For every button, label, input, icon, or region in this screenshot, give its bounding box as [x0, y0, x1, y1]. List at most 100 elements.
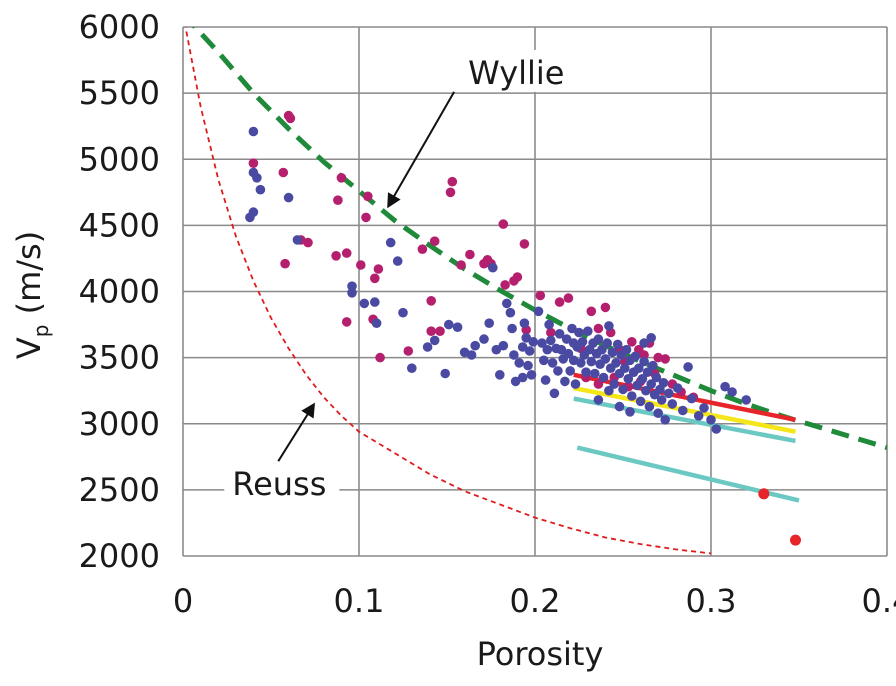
wyllie-vertex	[253, 93, 254, 94]
magenta-point	[285, 113, 296, 124]
blue-point	[612, 339, 623, 350]
wyllie-vertex	[816, 426, 817, 427]
blue-point	[347, 281, 357, 292]
magenta-point	[500, 280, 510, 290]
annotation-arrow-head	[387, 192, 401, 209]
blue-point	[570, 379, 581, 389]
y-tick-label: 2000	[79, 537, 160, 575]
grid	[182, 26, 888, 557]
y-axis-ticks: 2000 2500 3000 3500 4000 4500 5000 5500 6000	[79, 8, 160, 575]
blue-point	[664, 388, 674, 399]
wyllie-vertex	[182, 13, 183, 14]
red-point	[790, 534, 801, 546]
reuss-vertex	[182, 13, 183, 14]
blue-point	[560, 376, 570, 387]
annotation-label-bg	[460, 49, 595, 92]
reuss-vertex	[675, 549, 676, 550]
blue-point	[528, 337, 538, 347]
y-tick-label: 4500	[79, 206, 160, 244]
reuss-curve	[184, 27, 712, 555]
blue-point	[706, 415, 716, 425]
blue-point	[556, 344, 567, 355]
blue-point	[546, 335, 556, 346]
magenta-point	[563, 293, 574, 303]
blue-point	[370, 297, 380, 307]
reuss-vertex	[235, 235, 236, 236]
magenta-point	[445, 187, 456, 198]
blue-point	[248, 126, 259, 137]
blue-point	[514, 358, 524, 368]
blue-point	[623, 374, 634, 384]
blue-point	[609, 379, 619, 389]
blue-point	[693, 411, 704, 421]
blue-point	[466, 350, 477, 360]
blue-point	[567, 323, 577, 334]
wyllie-vertex	[218, 52, 219, 53]
blue-point	[576, 358, 586, 368]
magenta-point	[627, 337, 637, 347]
annotation-label-bg	[224, 461, 340, 504]
reuss-vertex	[605, 537, 606, 538]
x-tick-label: 0.1	[334, 582, 385, 620]
blue-point	[634, 363, 644, 374]
magenta-point	[341, 317, 352, 327]
reuss-vertex	[640, 543, 641, 544]
magenta-point	[509, 276, 519, 286]
cyan-line-segment	[573, 396, 796, 444]
annotation-label: Wyllie	[468, 54, 564, 92]
wyllie-vertex	[499, 290, 500, 291]
y-tick-label: 4000	[79, 273, 160, 311]
magenta-point	[426, 326, 437, 337]
blue-point	[479, 334, 489, 344]
magenta-point	[554, 297, 565, 307]
blue-point	[385, 237, 396, 248]
blue-point	[549, 388, 560, 399]
blue-point	[517, 342, 528, 352]
magenta-point	[498, 219, 509, 229]
blue-point	[653, 408, 663, 419]
magenta-point	[331, 251, 341, 261]
y-tick-label: 5000	[79, 140, 160, 178]
blue-point	[598, 372, 609, 383]
blue-point	[627, 391, 637, 401]
blue-point	[540, 375, 551, 385]
blue-point	[444, 319, 454, 330]
reuss-vertex	[218, 178, 219, 179]
blue-point	[641, 385, 651, 396]
blue-point	[498, 340, 509, 351]
magenta-point	[456, 260, 466, 270]
blue-point	[583, 326, 593, 337]
reuss-vertex	[464, 491, 465, 492]
blue-point	[630, 351, 641, 362]
blue-point	[658, 378, 669, 388]
y-tick-label: 3000	[79, 405, 160, 443]
reuss-vertex	[710, 553, 711, 554]
blue-point	[255, 184, 266, 195]
blue-point	[672, 383, 683, 393]
reuss-vertex	[270, 317, 271, 318]
blue-point	[521, 333, 531, 343]
annotation-arrow-line	[277, 412, 310, 462]
blue-point	[646, 379, 656, 389]
blue-point	[507, 323, 517, 334]
x-tick-label: 0.3	[686, 582, 737, 620]
blue-point	[524, 346, 535, 356]
blue-point	[371, 318, 382, 329]
wyllie-vertex	[710, 390, 711, 391]
blue-point	[488, 262, 498, 273]
magenta-point	[333, 195, 343, 205]
blue-point	[440, 368, 451, 379]
reuss-vertex	[358, 431, 359, 432]
y-axis-title-unit: (m/s)	[10, 231, 48, 325]
y-axis-title: Vp (m/s)	[10, 231, 53, 359]
blue-point	[635, 396, 646, 407]
wyllie-vertex	[358, 190, 359, 191]
magenta-point	[519, 239, 530, 249]
y-tick-label: 5500	[79, 74, 160, 112]
magenta-point	[341, 248, 352, 258]
magenta-point	[535, 290, 546, 301]
magenta-point	[426, 296, 437, 306]
magenta-point	[593, 323, 604, 334]
blue-point	[517, 372, 528, 383]
blue-point	[611, 358, 621, 368]
